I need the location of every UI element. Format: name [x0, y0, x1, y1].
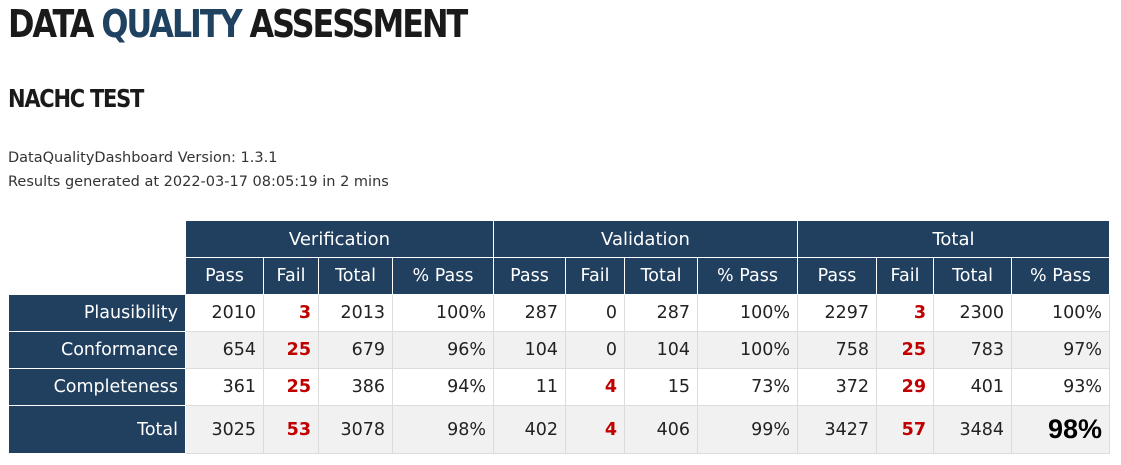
- table-cell: 100%: [1011, 294, 1110, 332]
- table-row-completeness: Completeness 361 25 386 94% 11 4 15 73% …: [8, 368, 1110, 406]
- table-cell: 2013: [318, 294, 393, 332]
- table-row-plausibility: Plausibility 2010 3 2013 100% 287 0 287 …: [8, 294, 1110, 332]
- table-cell: 98%: [392, 405, 494, 454]
- col-header: Total: [933, 257, 1012, 295]
- column-header-row: Pass Fail Total % Pass Pass Fail Total %…: [8, 257, 1110, 295]
- corner-blank-2: [8, 257, 186, 295]
- table-cell: 73%: [697, 368, 798, 406]
- table-cell: 15: [624, 368, 698, 406]
- group-verification: Verification: [185, 220, 494, 258]
- col-header: % Pass: [1011, 257, 1110, 295]
- table-cell-fail: 57: [876, 405, 934, 454]
- table-cell-fail: 25: [876, 331, 934, 369]
- title-part-quality: QUALITY: [101, 2, 242, 46]
- col-header: % Pass: [697, 257, 798, 295]
- table-cell: 386: [318, 368, 393, 406]
- table-cell: 758: [797, 331, 877, 369]
- version-line: DataQualityDashboard Version: 1.3.1: [8, 150, 278, 166]
- group-total: Total: [797, 220, 1110, 258]
- col-header: Fail: [565, 257, 625, 295]
- table-cell-fail: 4: [565, 405, 625, 454]
- table-row-conformance: Conformance 654 25 679 96% 104 0 104 100…: [8, 331, 1110, 369]
- overall-pass-rate: 98%: [1011, 405, 1110, 454]
- group-header-row: Verification Validation Total: [8, 220, 1110, 258]
- table-cell: 11: [493, 368, 566, 406]
- table-cell: 406: [624, 405, 698, 454]
- table-cell: 361: [185, 368, 264, 406]
- table-cell-fail: 25: [263, 368, 319, 406]
- table-cell: 2010: [185, 294, 264, 332]
- table-cell: 402: [493, 405, 566, 454]
- summary-table: Verification Validation Total Pass Fail …: [8, 220, 1110, 454]
- table-cell: 93%: [1011, 368, 1110, 406]
- corner-blank: [8, 220, 186, 258]
- table-cell: 3025: [185, 405, 264, 454]
- table-cell: 401: [933, 368, 1012, 406]
- table-cell: 679: [318, 331, 393, 369]
- table-cell: 654: [185, 331, 264, 369]
- table-cell-fail: 0: [565, 331, 625, 369]
- row-label: Total: [8, 405, 186, 454]
- table-cell: 100%: [697, 331, 798, 369]
- table-cell: 99%: [697, 405, 798, 454]
- table-cell: 94%: [392, 368, 494, 406]
- group-validation: Validation: [493, 220, 798, 258]
- table-cell: 3427: [797, 405, 877, 454]
- table-cell: 287: [624, 294, 698, 332]
- table-cell: 783: [933, 331, 1012, 369]
- title-part-data: DATA: [8, 2, 102, 46]
- table-cell: 96%: [392, 331, 494, 369]
- table-cell: 3484: [933, 405, 1012, 454]
- col-header: Total: [624, 257, 698, 295]
- table-cell-fail: 53: [263, 405, 319, 454]
- row-label: Completeness: [8, 368, 186, 406]
- row-label: Plausibility: [8, 294, 186, 332]
- row-label: Conformance: [8, 331, 186, 369]
- table-row-total: Total 3025 53 3078 98% 402 4 406 99% 342…: [8, 405, 1110, 454]
- table-cell-fail: 4: [565, 368, 625, 406]
- table-cell: 3078: [318, 405, 393, 454]
- generated-line: Results generated at 2022-03-17 08:05:19…: [8, 174, 389, 190]
- table-cell: 372: [797, 368, 877, 406]
- table-cell: 2300: [933, 294, 1012, 332]
- col-header: Pass: [797, 257, 877, 295]
- table-cell: 100%: [697, 294, 798, 332]
- table-cell: 287: [493, 294, 566, 332]
- table-cell-fail: 0: [565, 294, 625, 332]
- col-header: Pass: [493, 257, 566, 295]
- table-cell-fail: 29: [876, 368, 934, 406]
- table-cell: 100%: [392, 294, 494, 332]
- col-header: Pass: [185, 257, 264, 295]
- col-header: Fail: [876, 257, 934, 295]
- page-title: DATA QUALITY ASSESSMENT: [8, 2, 469, 46]
- col-header: Fail: [263, 257, 319, 295]
- table-cell: 2297: [797, 294, 877, 332]
- table-cell: 104: [624, 331, 698, 369]
- title-part-assessment: ASSESSMENT: [240, 2, 469, 46]
- table-cell-fail: 25: [263, 331, 319, 369]
- table-cell: 104: [493, 331, 566, 369]
- source-name: NACHC TEST: [8, 84, 144, 113]
- table-cell: 97%: [1011, 331, 1110, 369]
- col-header: Total: [318, 257, 393, 295]
- col-header: % Pass: [392, 257, 494, 295]
- table-cell-fail: 3: [876, 294, 934, 332]
- table-cell-fail: 3: [263, 294, 319, 332]
